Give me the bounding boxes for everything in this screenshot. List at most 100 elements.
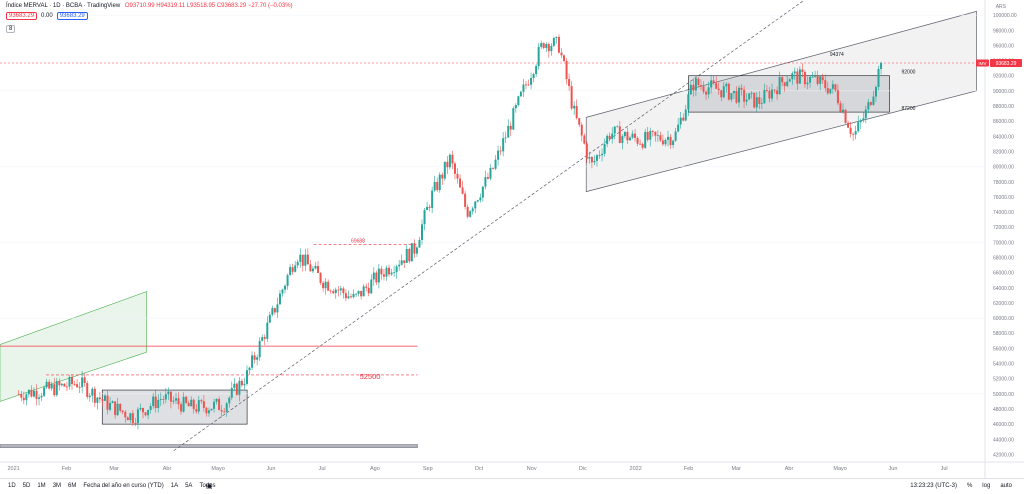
y-tick-label-14: 70000.00 — [993, 240, 1014, 246]
candle-body-233 — [608, 135, 611, 139]
timeframe-2[interactable]: 1M — [37, 483, 46, 489]
spread-value: 0.00 — [41, 13, 53, 19]
candle-body-174 — [459, 178, 462, 188]
base-marker — [0, 444, 418, 448]
candle-body-197 — [517, 96, 520, 106]
candle-body-201 — [527, 84, 530, 86]
candle-body-243 — [634, 133, 637, 138]
candle-body-75 — [207, 410, 210, 414]
candle-body-86 — [235, 383, 238, 395]
candle-body-229 — [598, 155, 601, 156]
candle-body-340 — [880, 62, 883, 69]
candle-body-192 — [504, 137, 507, 139]
clock-time[interactable]: 13:23:23 (UTC-3) — [910, 483, 957, 489]
candle-body-285 — [740, 87, 743, 90]
candle-body-43 — [126, 417, 129, 421]
candle-body-224 — [585, 143, 588, 159]
candle-body-304 — [788, 79, 791, 82]
candle-body-10 — [43, 387, 46, 396]
candle-body-303 — [786, 81, 789, 87]
symbol-tag — [976, 59, 989, 67]
candle-body-32 — [98, 397, 101, 400]
timeframe-list: 1D 5D 1M 3M 6M Fecha del año en curso (YTD) 1A… — [8, 483, 215, 489]
candle-body-112 — [301, 254, 304, 266]
candle-body-220 — [575, 105, 578, 119]
candle-body-322 — [834, 84, 837, 91]
candle-body-33 — [101, 399, 104, 401]
candle-body-159 — [420, 224, 423, 241]
y-tick-label-20: 82000.00 — [993, 149, 1014, 155]
candle-body-245 — [639, 143, 642, 145]
candle-body-80 — [220, 410, 223, 412]
candle-body-117 — [314, 265, 317, 269]
candle-body-313 — [811, 76, 814, 78]
candle-body-103 — [278, 293, 281, 305]
candle-body-321 — [831, 84, 834, 89]
timeframe-7[interactable]: 5A — [185, 483, 193, 489]
candle-body-315 — [816, 76, 819, 84]
candle-body-255 — [664, 139, 667, 145]
candle-body-143 — [380, 268, 383, 275]
percent-toggle[interactable]: % — [966, 483, 973, 489]
candle-body-265 — [689, 84, 692, 95]
candle-body-129 — [344, 293, 347, 299]
candle-body-35 — [106, 395, 109, 410]
indicator-toggle[interactable]: 8 — [6, 25, 16, 33]
candle-body-145 — [385, 267, 388, 277]
x-tick-label-3: Abr — [163, 466, 172, 472]
timeframe-0[interactable]: 1D — [8, 483, 16, 489]
candle-body-147 — [390, 272, 393, 275]
candle-body-98 — [266, 322, 269, 339]
candle-body-284 — [738, 87, 741, 103]
annotation-label-2: 87200 — [901, 106, 915, 112]
timeframe-3[interactable]: 3M — [52, 483, 62, 489]
candle-body-236 — [616, 126, 619, 128]
candle-body-296 — [768, 90, 771, 99]
candle-body-77 — [213, 401, 216, 409]
candle-body-306 — [793, 71, 796, 74]
candle-body-219 — [573, 105, 576, 109]
candle-body-289 — [750, 92, 753, 94]
x-tick-label-18: Jul — [941, 466, 948, 472]
candle-body-39 — [116, 403, 119, 416]
candle-body-136 — [362, 286, 365, 297]
log-toggle[interactable]: log — [982, 483, 991, 489]
timeframe-4[interactable]: 6M — [68, 483, 77, 489]
candle-body-302 — [783, 82, 786, 87]
candle-body-179 — [471, 208, 474, 212]
buy-price-box[interactable]: 93683.29 — [56, 12, 88, 20]
candle-body-227 — [593, 160, 596, 163]
x-tick-label-17: Jun — [889, 466, 898, 472]
candle-body-167 — [441, 174, 444, 179]
auto-toggle[interactable]: auto — [1000, 483, 1012, 489]
candle-body-253 — [659, 135, 662, 141]
candle-body-157 — [415, 247, 418, 254]
candle-body-69 — [192, 399, 195, 410]
timeframe-6[interactable]: 1A — [170, 483, 179, 489]
candle-body-158 — [418, 240, 421, 248]
timeframe-8[interactable]: Todos — [199, 483, 216, 489]
candle-body-126 — [337, 289, 340, 291]
x-tick-label-4: Mayo — [211, 466, 224, 472]
candle-body-110 — [296, 261, 299, 266]
calendar-icon[interactable]: ▣ — [206, 483, 213, 490]
candle-body-290 — [753, 92, 756, 108]
candle-body-52 — [149, 405, 152, 410]
candle-body-42 — [124, 411, 127, 418]
candle-body-204 — [535, 66, 538, 75]
timeframe-1[interactable]: 5D — [22, 483, 31, 489]
candle-body-226 — [590, 157, 593, 163]
timeframe-5[interactable]: Fecha del año en curso (YTD) — [83, 483, 164, 489]
candle-body-63 — [177, 398, 180, 405]
candle-body-118 — [317, 265, 320, 273]
symbol-title[interactable]: Índice MERVAL · 1D · BCBA · TradingView — [6, 3, 121, 9]
candle-body-231 — [603, 144, 606, 154]
candle-body-185 — [486, 177, 489, 179]
candle-body-301 — [781, 77, 784, 83]
candle-body-283 — [735, 90, 738, 103]
sell-price-box[interactable]: 93683.29 — [6, 12, 38, 20]
candle-body-292 — [758, 97, 761, 104]
candle-body-297 — [770, 89, 773, 99]
candle-body-99 — [268, 314, 271, 323]
